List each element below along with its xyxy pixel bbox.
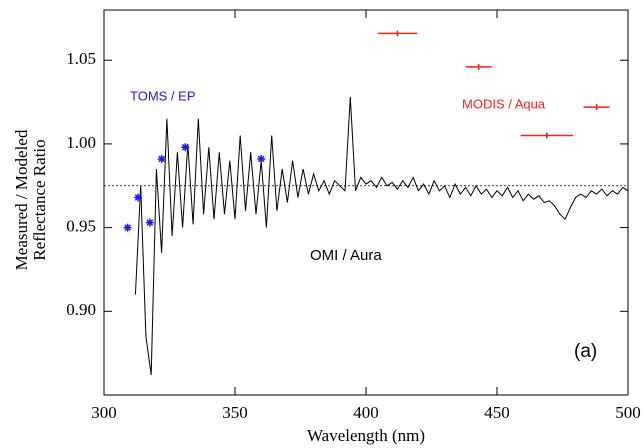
x-tick-label: 400 bbox=[353, 403, 379, 422]
y-tick-label: 1.00 bbox=[66, 133, 96, 152]
data-line bbox=[134, 96, 629, 375]
x-tick-label: 500 bbox=[615, 403, 641, 422]
series-label: TOMS / EP bbox=[130, 88, 196, 103]
marker-stroke bbox=[146, 219, 154, 226]
y-tick-label: 0.90 bbox=[66, 300, 96, 319]
marker-stroke bbox=[181, 143, 189, 151]
y-axis-label-line: Measured / Modeled bbox=[12, 129, 31, 270]
x-tick-label: 450 bbox=[484, 403, 510, 422]
marker-stroke bbox=[257, 155, 265, 163]
marker-stroke bbox=[134, 194, 142, 201]
data-point bbox=[145, 218, 154, 227]
y-axis-label: Measured / Modeled Reflectance Ratio bbox=[12, 129, 49, 270]
data-point bbox=[181, 143, 190, 152]
data-point bbox=[257, 154, 266, 163]
y-tick-label: 0.95 bbox=[66, 217, 96, 236]
data-point bbox=[157, 154, 166, 163]
marker-stroke bbox=[158, 155, 165, 163]
series-label: OMI / Aura bbox=[310, 247, 382, 264]
panel-label: (a) bbox=[574, 341, 597, 362]
marker-stroke bbox=[124, 224, 131, 231]
data-point bbox=[134, 193, 143, 202]
y-axis-label-line: Reflectance Ratio bbox=[30, 139, 49, 260]
data-point bbox=[123, 223, 132, 232]
y-tick-label: 1.05 bbox=[66, 49, 96, 68]
x-tick-label: 350 bbox=[222, 403, 248, 422]
x-tick-label: 300 bbox=[91, 403, 117, 422]
x-axis-label: Wavelength (nm) bbox=[307, 426, 425, 445]
series-label: MODIS / Aqua bbox=[462, 96, 546, 111]
